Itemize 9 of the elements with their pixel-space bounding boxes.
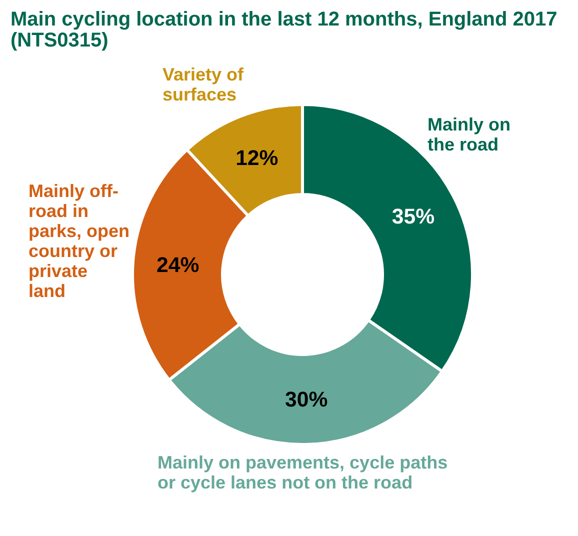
slice-label: Mainly on the road bbox=[428, 114, 511, 154]
data-label: 30% bbox=[285, 387, 328, 412]
data-label: 35% bbox=[392, 204, 435, 229]
data-label: 24% bbox=[156, 252, 200, 277]
slice-label: Variety of surfaces bbox=[162, 64, 245, 104]
chart-title: Main cycling location in the last 12 months, England 2017 (NTS0315) bbox=[10, 8, 558, 52]
data-label: 12% bbox=[236, 146, 278, 170]
slice-label: Mainly on pavements, cycle paths or cycle lanes not on the road bbox=[158, 452, 448, 492]
slice-label: Mainly off-road in parks, open country or private land bbox=[28, 181, 130, 301]
